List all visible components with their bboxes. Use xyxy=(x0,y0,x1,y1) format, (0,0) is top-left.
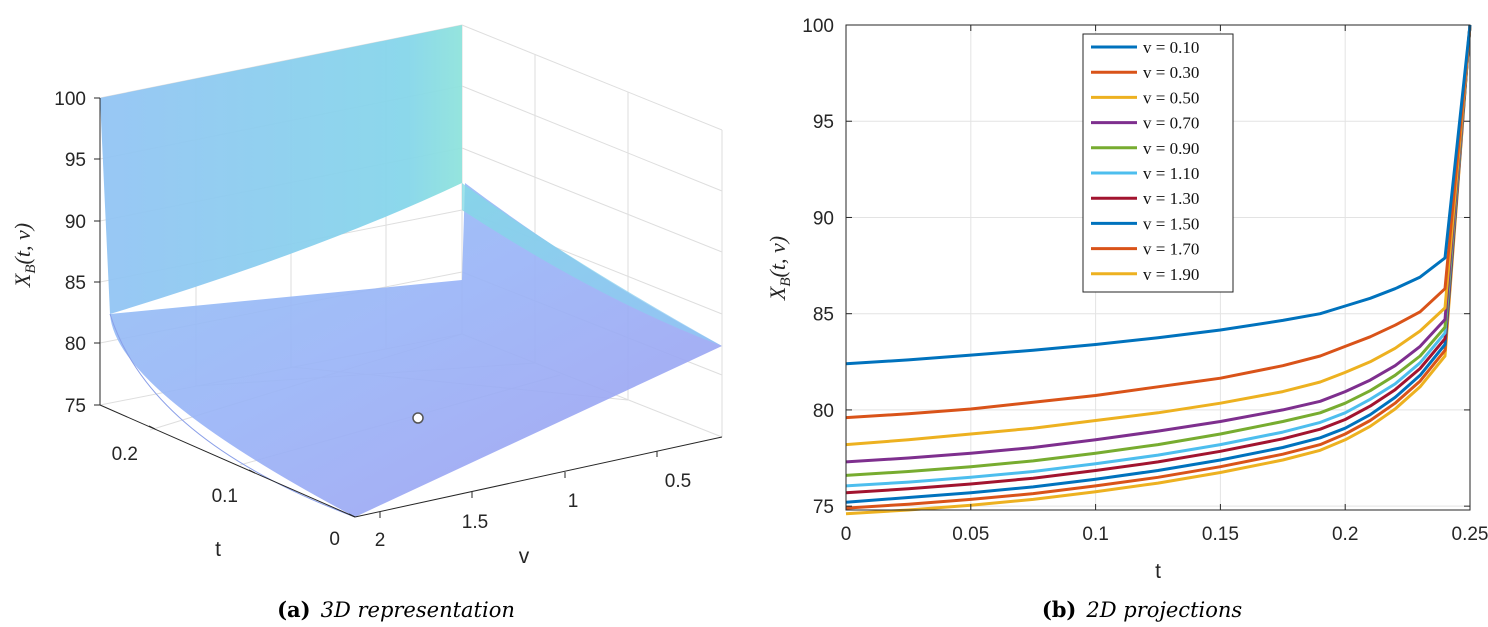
series-line xyxy=(845,24,1472,504)
series-line xyxy=(845,24,1472,464)
v-tick-label: 0.5 xyxy=(665,471,691,492)
legend-label: v = 0.50 xyxy=(1143,88,1199,107)
x-tick-label: 0.1 xyxy=(1082,524,1108,545)
legend-label: v = 0.70 xyxy=(1143,114,1199,133)
series-line xyxy=(845,24,1472,488)
line-plot-y-axis-label: XB(t, v) xyxy=(765,236,794,301)
y-tick-label: 75 xyxy=(813,497,834,518)
series-line xyxy=(845,24,1472,510)
t-tick-label: 0.2 xyxy=(112,444,138,465)
z-tick-label: 90 xyxy=(65,212,86,233)
z-tick-label: 75 xyxy=(65,396,86,417)
y-tick-label: 85 xyxy=(813,305,834,326)
series-line xyxy=(845,24,1472,477)
t-tick-label: 0 xyxy=(329,529,340,550)
legend: v = 0.10 v = 0.30 v = 0.50 v = 0.70 v = 0.90… xyxy=(1082,33,1234,293)
z-tick-label: 100 xyxy=(54,89,86,110)
legend-label: v = 0.30 xyxy=(1143,63,1199,82)
legend-label: v = 0.90 xyxy=(1143,139,1199,158)
z-tick-label: 80 xyxy=(65,334,86,355)
x-tick-label: 0.25 xyxy=(1452,524,1488,545)
z-tick-label: 85 xyxy=(65,273,86,294)
line-plot-ticks: 0 0.05 0.1 0.15 0.2 0.25 75 80 85 90 95 100 xyxy=(802,16,1488,545)
caption-b: (b) 2D projections xyxy=(1042,597,1243,622)
series-line xyxy=(845,24,1472,447)
v-tick-label: 2 xyxy=(375,530,386,551)
x-tick-label: 0.05 xyxy=(952,524,989,545)
v-tick-label: 1 xyxy=(568,491,579,512)
line-plot-series xyxy=(845,24,1472,516)
legend-label: v = 1.90 xyxy=(1143,265,1199,284)
legend-label: v = 1.10 xyxy=(1143,164,1199,183)
x-tick-label: 0 xyxy=(841,524,852,545)
surface-front-edge xyxy=(109,313,356,518)
surface-plot: 75 80 85 90 95 100 0 0.1 0.2 2 1.5 1 0.5… xyxy=(10,24,723,622)
v-tick-label: 1.5 xyxy=(462,512,488,533)
svg-text:XB(t, v): XB(t, v) xyxy=(10,223,39,288)
series-line xyxy=(845,24,1472,420)
z-tick-label: 95 xyxy=(65,150,86,171)
series-line xyxy=(845,24,1472,366)
legend-label: v = 1.70 xyxy=(1143,240,1199,259)
data-cursor-marker xyxy=(412,412,424,424)
surface-axes xyxy=(94,97,723,518)
svg-text:XB(t, v): XB(t, v) xyxy=(765,236,794,301)
line-plot-frame xyxy=(845,24,1471,511)
legend-label: v = 1.30 xyxy=(1143,189,1199,208)
legend-label: v = 1.50 xyxy=(1143,214,1199,233)
t-tick-label: 0.1 xyxy=(212,486,238,507)
surface-z-axis-label: XB(t, v) xyxy=(10,223,39,288)
y-tick-label: 95 xyxy=(813,112,834,133)
series-line xyxy=(845,24,1472,516)
line-plot-x-axis-label: t xyxy=(1155,560,1161,583)
surface-t-axis-label: t xyxy=(215,538,221,561)
y-tick-label: 80 xyxy=(813,401,834,422)
surface-left-wall xyxy=(100,25,462,314)
surface-z-ticks: 75 80 85 90 95 100 xyxy=(54,89,86,417)
surface-v-ticks: 2 1.5 1 0.5 xyxy=(375,471,692,551)
surface-t-ticks: 0 0.1 0.2 xyxy=(112,444,340,550)
y-tick-label: 100 xyxy=(802,16,834,37)
x-tick-label: 0.2 xyxy=(1332,524,1358,545)
caption-a: (a) 3D representation xyxy=(277,597,515,622)
x-tick-label: 0.15 xyxy=(1202,524,1239,545)
series-line xyxy=(845,24,1472,495)
y-tick-label: 90 xyxy=(813,208,834,229)
legend-label: v = 0.10 xyxy=(1143,38,1199,57)
line-plot: 0 0.05 0.1 0.15 0.2 0.25 75 80 85 90 95 100 t XB(t,… xyxy=(765,16,1488,622)
surface-v-axis-label: v xyxy=(519,545,530,568)
